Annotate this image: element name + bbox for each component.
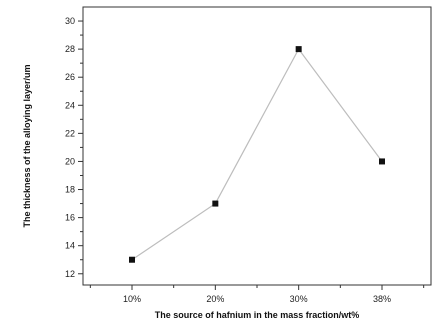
x-tick-label: 30% <box>290 294 308 304</box>
y-tick-label: 24 <box>65 100 75 110</box>
y-tick-label: 22 <box>65 128 75 138</box>
x-tick-label: 38% <box>373 294 391 304</box>
data-point <box>379 158 385 165</box>
y-tick-label: 26 <box>65 72 75 82</box>
data-point <box>212 200 219 207</box>
y-tick-label: 30 <box>65 16 75 26</box>
y-axis-title: The thickness of the alloying layer/um <box>22 64 32 227</box>
x-tick-label: 20% <box>206 294 224 304</box>
plot-frame <box>82 6 432 286</box>
y-tick-label: 16 <box>65 213 75 223</box>
y-axis: 12 14 16 18 20 22 24 26 28 30 <box>65 16 83 279</box>
x-axis-title: The source of hafnium in the mass fracti… <box>155 310 360 320</box>
y-tick-label: 20 <box>65 156 75 166</box>
y-tick-label: 28 <box>65 44 75 54</box>
data-markers <box>129 46 385 263</box>
x-tick-label: 10% <box>123 294 141 304</box>
y-tick-label: 14 <box>65 241 75 251</box>
series-line <box>131 48 383 261</box>
y-tick-label: 12 <box>65 269 75 279</box>
y-tick-label: 18 <box>65 185 75 195</box>
data-point <box>295 46 302 53</box>
data-point <box>129 256 135 263</box>
x-axis: 10% 20% 30% 38% <box>89 285 425 304</box>
